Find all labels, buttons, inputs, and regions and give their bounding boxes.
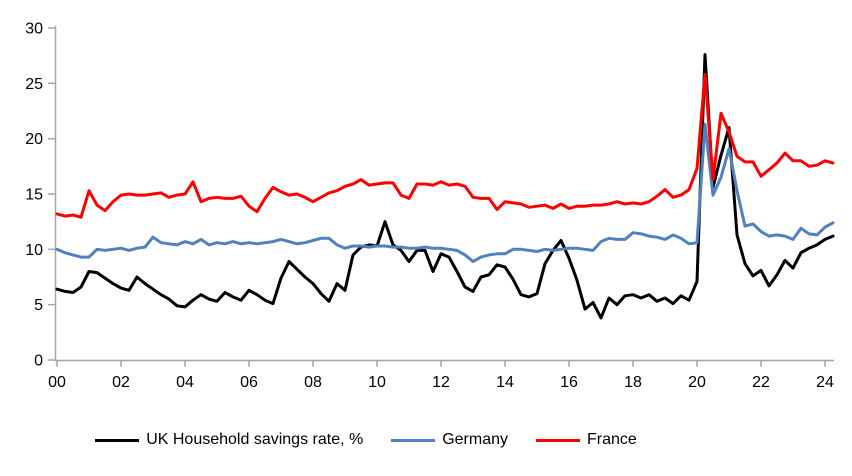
x-tick-label: 08 — [304, 374, 322, 391]
y-tick-label: 5 — [34, 297, 43, 314]
x-tick-label: 20 — [688, 374, 706, 391]
chart-legend: UK Household savings rate, % Germany Fra… — [0, 430, 732, 450]
x-tick-label: 06 — [240, 374, 258, 391]
x-tick-label: 18 — [624, 374, 642, 391]
x-tick-label: 02 — [112, 374, 130, 391]
series-germany-line — [55, 122, 835, 263]
y-tick-label: 15 — [25, 187, 43, 204]
legend-line-france-icon — [536, 438, 580, 442]
legend-item-germany: Germany — [391, 430, 508, 450]
legend-label-france: France — [587, 431, 637, 448]
y-tick-label: 0 — [34, 353, 43, 370]
x-tick-label: 16 — [560, 374, 578, 391]
legend-line-uk-icon — [95, 438, 140, 442]
legend-label-germany: Germany — [442, 431, 508, 448]
x-tick-label: 14 — [496, 374, 514, 391]
legend-item-uk: UK Household savings rate, % — [95, 430, 363, 450]
y-tick-label: 30 — [25, 21, 43, 38]
series-france-line — [55, 73, 835, 219]
x-tick-label: 24 — [816, 374, 834, 391]
legend-line-germany-icon — [391, 438, 436, 442]
y-tick-label: 10 — [25, 242, 43, 259]
y-tick-label: 20 — [25, 131, 43, 148]
x-tick-label: 22 — [752, 374, 770, 391]
x-tick-label: 12 — [432, 374, 450, 391]
legend-label-uk: UK Household savings rate, % — [146, 431, 364, 448]
x-tick-label: 00 — [48, 374, 66, 391]
x-tick-label: 04 — [176, 374, 194, 391]
y-tick-label: 25 — [25, 76, 43, 93]
legend-item-france: France — [536, 430, 637, 450]
x-tick-label: 10 — [368, 374, 386, 391]
